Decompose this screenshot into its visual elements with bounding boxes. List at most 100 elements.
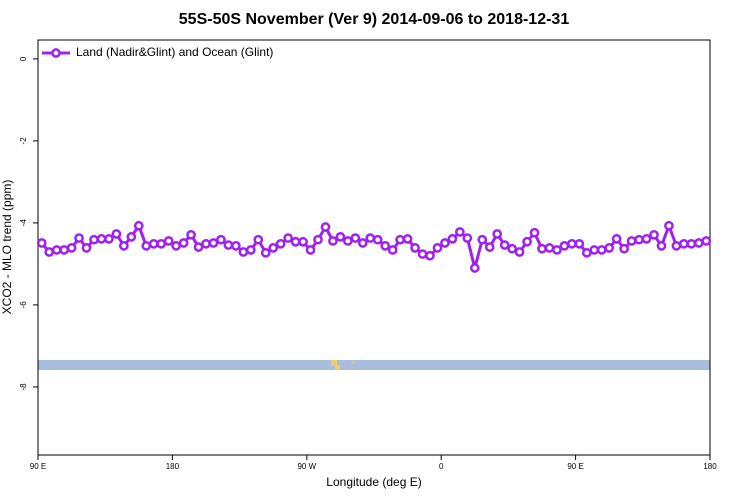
data-point	[126, 231, 137, 242]
data-point	[567, 238, 577, 249]
x-tick-label: 90 E	[567, 462, 583, 471]
data-point	[335, 231, 346, 242]
data-point	[380, 241, 391, 251]
data-point	[537, 243, 547, 254]
data-point	[298, 236, 308, 247]
data-point	[59, 245, 69, 255]
data-point	[193, 242, 204, 252]
data-point	[96, 234, 107, 244]
data-point	[119, 241, 129, 251]
data-point	[36, 238, 47, 248]
data-point	[589, 245, 600, 255]
data-point	[208, 238, 219, 248]
data-point	[223, 240, 234, 250]
data-point	[522, 236, 532, 247]
data-point	[596, 245, 607, 255]
legend-label: Land (Nadir&Glint) and Ocean (Glint)	[76, 45, 273, 59]
data-point	[365, 233, 376, 243]
data-point	[163, 236, 174, 246]
data-point	[387, 245, 398, 255]
x-tick-label: 90 E	[30, 462, 46, 471]
data-point	[611, 234, 622, 244]
data-point	[693, 238, 704, 248]
data-point	[499, 240, 510, 250]
data-point	[141, 241, 152, 251]
data-point	[477, 234, 488, 245]
data-point	[328, 236, 338, 246]
data-point	[455, 227, 465, 237]
data-point	[679, 238, 689, 249]
data-point	[245, 245, 256, 255]
data-point	[320, 222, 331, 232]
y-tick-label: -8	[19, 383, 28, 391]
data-point	[417, 249, 428, 259]
x-tick-label: 90 W	[297, 462, 316, 471]
data-point	[231, 241, 241, 251]
data-point	[201, 238, 211, 249]
chart-title: 55S-50S November (Ver 9) 2014-09-06 to 2…	[179, 11, 570, 28]
data-point	[507, 243, 517, 254]
data-point	[66, 243, 77, 253]
y-tick-label: -2	[19, 137, 28, 145]
data-point	[529, 227, 540, 238]
data-point	[350, 233, 361, 243]
y-tick-label: -6	[19, 301, 28, 309]
data-point	[574, 238, 585, 249]
y-axis-label: XCO2 - MLO trend (ppm)	[0, 180, 14, 315]
data-point	[343, 236, 353, 246]
legend-marker	[51, 48, 61, 58]
data-point	[559, 241, 570, 251]
data-point	[656, 241, 667, 251]
data-point	[372, 234, 383, 245]
data-point	[238, 247, 249, 257]
data-point	[253, 234, 264, 245]
data-point	[74, 233, 84, 243]
data-point	[268, 243, 279, 253]
data-point	[447, 234, 458, 244]
data-point	[216, 234, 226, 245]
data-point	[89, 234, 99, 245]
data-point	[604, 243, 615, 253]
data-point	[634, 234, 644, 245]
data-point	[544, 243, 555, 253]
data-point	[619, 243, 629, 254]
data-point	[440, 238, 450, 248]
data-point	[432, 243, 443, 253]
data-point	[469, 263, 480, 273]
data-point	[283, 233, 293, 243]
data-point	[133, 220, 144, 231]
x-tick-label: 0	[439, 462, 444, 471]
data-point	[641, 234, 652, 244]
data-point	[626, 236, 637, 246]
data-point	[425, 250, 435, 261]
x-tick-label: 180	[166, 462, 180, 471]
x-tick-label: 180	[703, 462, 717, 471]
y-tick-label: 0	[19, 56, 28, 61]
data-point	[686, 238, 697, 249]
data-point	[410, 243, 420, 253]
data-point	[395, 234, 405, 245]
data-point	[156, 238, 167, 249]
data-point	[51, 245, 62, 255]
data-point	[701, 236, 712, 246]
data-point	[44, 247, 55, 257]
data-point	[581, 247, 592, 258]
data-point	[104, 234, 114, 244]
data-point	[171, 241, 181, 251]
data-point	[81, 243, 92, 253]
data-point	[552, 245, 562, 255]
data-point	[462, 233, 473, 243]
data-point	[514, 247, 525, 257]
data-point	[260, 247, 271, 258]
data-point	[178, 238, 189, 248]
data-point	[313, 234, 323, 245]
data-point	[671, 241, 682, 251]
data-point	[148, 238, 159, 249]
data-point	[484, 242, 495, 252]
data-point	[402, 234, 413, 244]
data-point	[357, 238, 368, 248]
data-point	[111, 229, 122, 239]
x-axis-label: Longitude (deg E)	[326, 475, 421, 489]
data-point	[290, 236, 301, 247]
data-point	[649, 229, 659, 240]
